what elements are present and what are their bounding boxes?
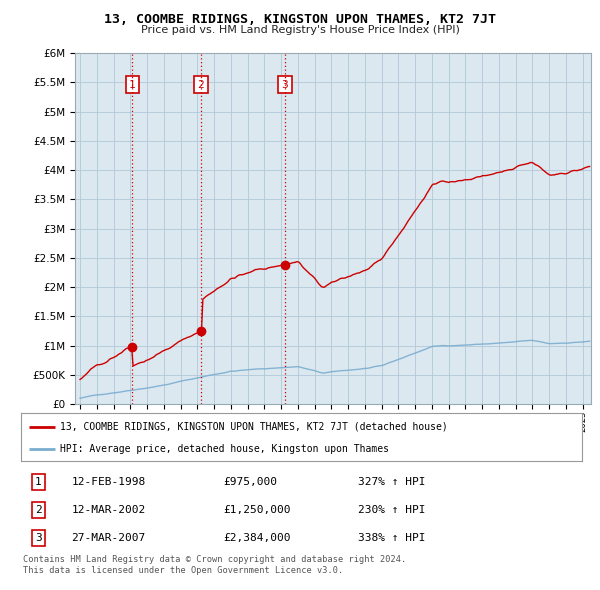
Text: 12-MAR-2002: 12-MAR-2002 [71,504,146,514]
Text: £975,000: £975,000 [223,477,277,487]
Text: 2: 2 [197,80,204,90]
Text: 13, COOMBE RIDINGS, KINGSTON UPON THAMES, KT2 7JT: 13, COOMBE RIDINGS, KINGSTON UPON THAMES… [104,13,496,26]
Text: 13, COOMBE RIDINGS, KINGSTON UPON THAMES, KT2 7JT (detached house): 13, COOMBE RIDINGS, KINGSTON UPON THAMES… [60,421,448,431]
Text: 3: 3 [282,80,289,90]
Text: 1: 1 [129,80,136,90]
Text: 338% ↑ HPI: 338% ↑ HPI [358,533,425,543]
Text: 2: 2 [35,504,42,514]
Text: 27-MAR-2007: 27-MAR-2007 [71,533,146,543]
Text: £2,384,000: £2,384,000 [223,533,290,543]
Text: 12-FEB-1998: 12-FEB-1998 [71,477,146,487]
Text: HPI: Average price, detached house, Kingston upon Thames: HPI: Average price, detached house, King… [60,444,389,454]
Text: 327% ↑ HPI: 327% ↑ HPI [358,477,425,487]
Text: Contains HM Land Registry data © Crown copyright and database right 2024.: Contains HM Land Registry data © Crown c… [23,555,406,563]
Text: 1: 1 [35,477,42,487]
Text: This data is licensed under the Open Government Licence v3.0.: This data is licensed under the Open Gov… [23,566,343,575]
Text: Price paid vs. HM Land Registry's House Price Index (HPI): Price paid vs. HM Land Registry's House … [140,25,460,35]
Text: £1,250,000: £1,250,000 [223,504,290,514]
Text: 230% ↑ HPI: 230% ↑ HPI [358,504,425,514]
Text: 3: 3 [35,533,42,543]
